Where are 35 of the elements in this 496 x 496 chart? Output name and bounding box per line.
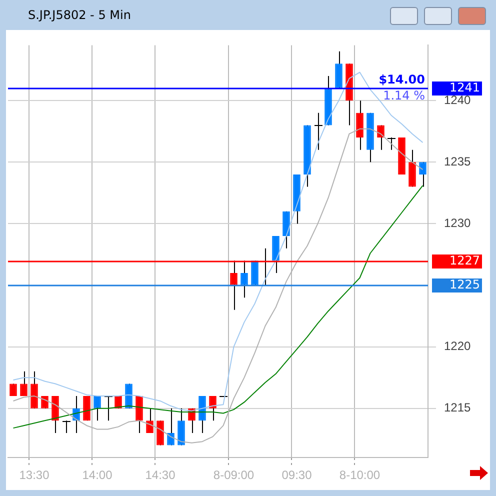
candlestick xyxy=(209,396,216,422)
x-tick-label: 14:00 xyxy=(82,468,113,482)
candlestick xyxy=(178,408,185,446)
x-tick-label: 8-09:00 xyxy=(213,468,254,482)
candlestick xyxy=(167,408,174,446)
ref-line-label: 1241 xyxy=(449,80,480,95)
candlestick xyxy=(146,408,154,434)
y-tick-label: 1215 xyxy=(444,400,472,415)
ref-line-label: 1227 xyxy=(449,254,480,268)
candlestick xyxy=(30,370,38,409)
x-tick-label: 09:30 xyxy=(282,468,312,482)
candlestick xyxy=(356,100,364,150)
candlestick xyxy=(272,236,280,274)
candlestick xyxy=(20,370,28,397)
y-tick-label: 1220 xyxy=(444,339,472,354)
candlestick xyxy=(240,260,248,298)
y-tick-label: 1235 xyxy=(444,154,472,168)
candlestick xyxy=(335,50,342,89)
x-tick-label: 14:30 xyxy=(145,468,176,482)
candlestick xyxy=(419,162,426,188)
annotation: $14.00 xyxy=(378,72,425,86)
candlestick xyxy=(314,112,323,150)
candlestick xyxy=(408,149,416,188)
candlestick xyxy=(62,420,71,434)
y-tick-label: 1230 xyxy=(444,216,472,230)
candlestick xyxy=(94,396,101,422)
candlestick xyxy=(136,396,143,434)
chart-title: S.JP.J5802 - 5 Min xyxy=(28,8,131,22)
candlestick xyxy=(282,210,290,249)
y-tick-label: 1240 xyxy=(444,92,472,107)
x-tick-label: 13:30 xyxy=(19,468,50,482)
ref-line-label: 1225 xyxy=(449,278,480,292)
annotation: 1.14 % xyxy=(383,88,425,102)
x-tick-label: 8-10:00 xyxy=(339,468,380,482)
candlestick xyxy=(387,137,396,150)
